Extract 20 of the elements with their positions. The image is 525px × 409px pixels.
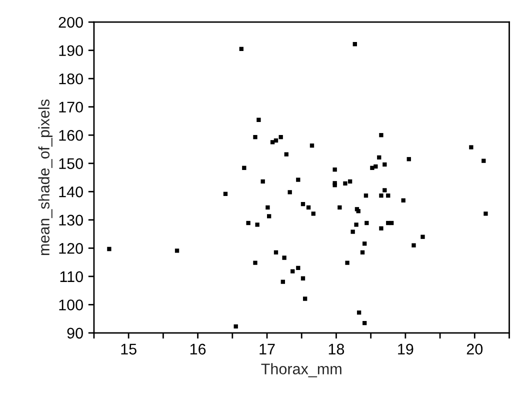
x-tick-label: 15 <box>121 344 136 355</box>
y-axis-title: mean_shade_of_pixels <box>38 99 53 256</box>
x-tick-label: 20 <box>466 344 483 355</box>
y-tick-label: 170 <box>59 102 83 113</box>
x-tick-label: 16 <box>190 344 206 355</box>
y-tick-label: 90 <box>67 328 83 339</box>
x-axis-title: Thorax_mm <box>261 363 342 378</box>
x-tick-label: 17 <box>260 344 275 354</box>
y-tick-label: 160 <box>59 130 83 141</box>
y-tick-label: 200 <box>58 16 83 28</box>
y-tick-label: 180 <box>59 73 83 84</box>
y-tick-label: 130 <box>59 214 83 226</box>
x-tick-label: 18 <box>328 344 344 355</box>
y-tick-label: 190 <box>59 45 83 56</box>
y-tick-label: 120 <box>59 243 83 254</box>
y-tick-label: 150 <box>59 158 83 170</box>
y-tick-label: 100 <box>59 300 83 310</box>
y-tick-label: 110 <box>60 271 83 282</box>
y-tick-label: 140 <box>59 186 83 198</box>
x-tick-label: 19 <box>398 344 414 355</box>
